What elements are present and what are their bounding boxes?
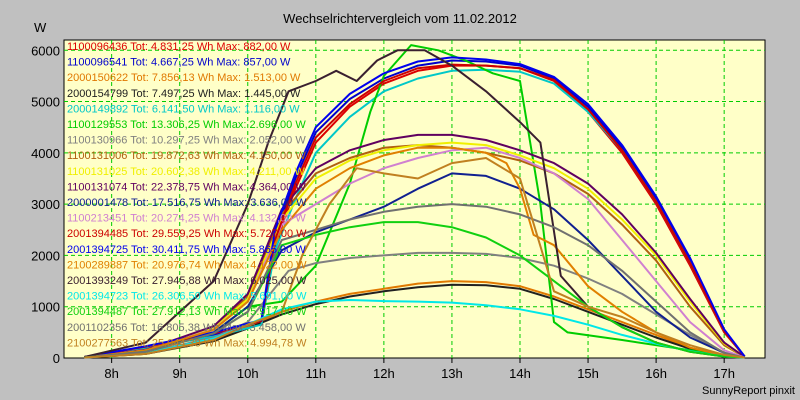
series-line-6	[84, 44, 738, 359]
legend-entry-11: 2000001478 Tot: 17.516,75 Wh Max: 3.636,…	[67, 197, 307, 209]
legend-entry-8: 1100131006 Tot: 19.872,63 Wh Max: 4.150,…	[67, 150, 306, 162]
legend-entry-17: 2001394723 Tot: 26.306,50 Wh Max: 5.691,…	[67, 291, 307, 303]
plot-area	[63, 39, 766, 359]
legend-entry-6: 1100129553 Tot: 13.306,25 Wh Max: 2.696,…	[67, 119, 306, 131]
legend-entry-20: 2100277563 Tot: 25.044,38 Wh Max: 4.994,…	[67, 337, 307, 349]
x-tick-label: 17h	[713, 366, 735, 381]
x-tick-label: 14h	[509, 366, 531, 381]
legend-entry-7: 1100130966 Tot: 10.297,25 Wh Max: 2.052,…	[67, 135, 306, 147]
x-tick-label: 10h	[237, 366, 259, 381]
series-lines	[84, 44, 746, 359]
legend-entry-12: 1100213451 Tot: 20.274,25 Wh Max: 4.132,…	[67, 213, 306, 225]
series-line-15	[84, 146, 745, 359]
legend-entry-15: 2100289887 Tot: 20.976,74 Wh Max: 4.122,…	[67, 259, 307, 271]
x-tick-label: 11h	[305, 366, 326, 381]
legend-entry-10: 1100131074 Tot: 22.378,75 Wh Max: 4.364,…	[67, 181, 306, 193]
legend-entry-5: 2000149892 Tot: 6.141,50 Wh Max: 1.116,0…	[67, 103, 300, 115]
x-tick-label: 15h	[577, 366, 599, 381]
y-axis-ticks: 0 1000 2000 3000 4000 5000 6000	[31, 43, 60, 366]
legend-entry-16: 2001393249 Tot: 27.945,88 Wh Max: 6.025,…	[67, 275, 307, 287]
series-line-19	[84, 203, 745, 359]
legend-entry-1: 1100096436 Tot: 4.831,25 Wh Max: 882,00 …	[67, 41, 291, 53]
y-tick-label: 5000	[31, 95, 60, 110]
grid-lines	[64, 40, 765, 358]
legend-entry-13: 2001394485 Tot: 29.559,25 Wh Max: 5.727,…	[67, 228, 307, 240]
series-line-14	[84, 56, 746, 358]
x-tick-label: 9h	[172, 366, 186, 381]
series-line-10	[84, 133, 746, 359]
y-tick-label: 1000	[31, 300, 60, 315]
x-axis-ticks: 8h 9h 10h 11h 12h 13h 14h 15h 16h 17h	[104, 358, 735, 381]
legend-entry-19: 2001102356 Tot: 16.805,38 Wh Max: 3.458,…	[67, 322, 306, 334]
y-axis-unit: W	[34, 20, 47, 35]
series-line-20	[84, 157, 745, 359]
legend-entry-18: 2001394487 Tot: 27.912,13 Wh Max: 5.917,…	[67, 306, 307, 318]
y-tick-label: 6000	[31, 43, 60, 58]
legend-entry-9: 1100131025 Tot: 20.602,38 Wh Max: 4.211,…	[67, 166, 306, 178]
y-tick-label: 4000	[31, 146, 60, 161]
x-tick-label: 8h	[104, 366, 118, 381]
series-line-7	[84, 251, 745, 359]
chart-title: Wechselrichtervergleich vom 11.02.2012	[283, 11, 517, 26]
footer-credit: SunnyReport pinxit	[702, 385, 795, 397]
series-line-11	[84, 172, 745, 359]
series-line-9	[84, 141, 746, 359]
x-tick-label: 13h	[441, 366, 463, 381]
x-tick-label: 16h	[645, 366, 667, 381]
legend: 1100096436 Tot: 4.831,25 Wh Max: 882,00 …	[67, 41, 307, 349]
legend-entry-14: 2001394725 Tot: 30.411,75 Wh Max: 5.865,…	[67, 244, 306, 256]
y-tick-label: 0	[53, 351, 60, 366]
legend-entry-2: 1100096541 Tot: 4.667,25 Wh Max: 857,00 …	[67, 57, 291, 69]
legend-entry-4: 2000154799 Tot: 7.497,25 Wh Max: 1.445,0…	[67, 88, 301, 100]
y-tick-label: 3000	[31, 197, 60, 212]
y-tick-label: 2000	[31, 248, 60, 263]
legend-entry-3: 2000150622 Tot: 7.856,13 Wh Max: 1.513,0…	[67, 72, 301, 84]
x-tick-label: 12h	[373, 366, 395, 381]
